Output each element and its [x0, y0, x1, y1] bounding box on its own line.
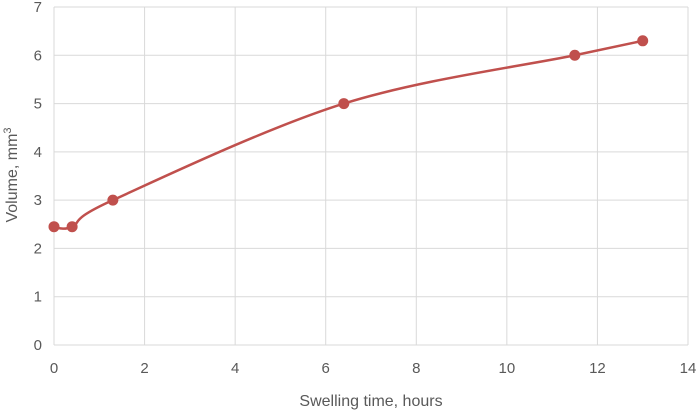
data-point: [107, 194, 119, 206]
x-tick-label: 8: [412, 360, 420, 377]
data-point: [66, 221, 78, 233]
y-axis-title-superscript: 3: [2, 127, 14, 133]
x-tick-label: 6: [322, 360, 330, 377]
y-tick-label: 5: [34, 96, 42, 113]
y-axis-title: Volume, mm3: [2, 127, 21, 222]
y-tick-label: 7: [34, 0, 42, 16]
y-tick-label: 0: [34, 337, 42, 354]
y-tick-label: 6: [34, 47, 42, 64]
data-point: [569, 49, 581, 61]
y-tick-label: 2: [34, 240, 42, 257]
x-tick-label: 0: [50, 360, 58, 377]
series-layer: [48, 35, 649, 233]
y-tick-label: 1: [34, 289, 42, 306]
x-tick-label: 10: [499, 360, 516, 377]
gridlines: [54, 6, 689, 345]
y-tick-label: 3: [34, 192, 42, 209]
y-tick-label: 4: [34, 144, 42, 161]
x-tick-label: 2: [140, 360, 148, 377]
x-tick-label: 12: [589, 360, 606, 377]
data-point: [338, 98, 350, 110]
x-axis-title: Swelling time, hours: [299, 393, 442, 410]
data-point: [48, 221, 60, 233]
x-tick-label: 14: [680, 360, 697, 377]
data-point: [637, 35, 649, 47]
axes: [53, 7, 688, 346]
x-tick-label: 4: [231, 360, 239, 377]
y-axis-title-text: Volume, mm: [4, 134, 21, 223]
